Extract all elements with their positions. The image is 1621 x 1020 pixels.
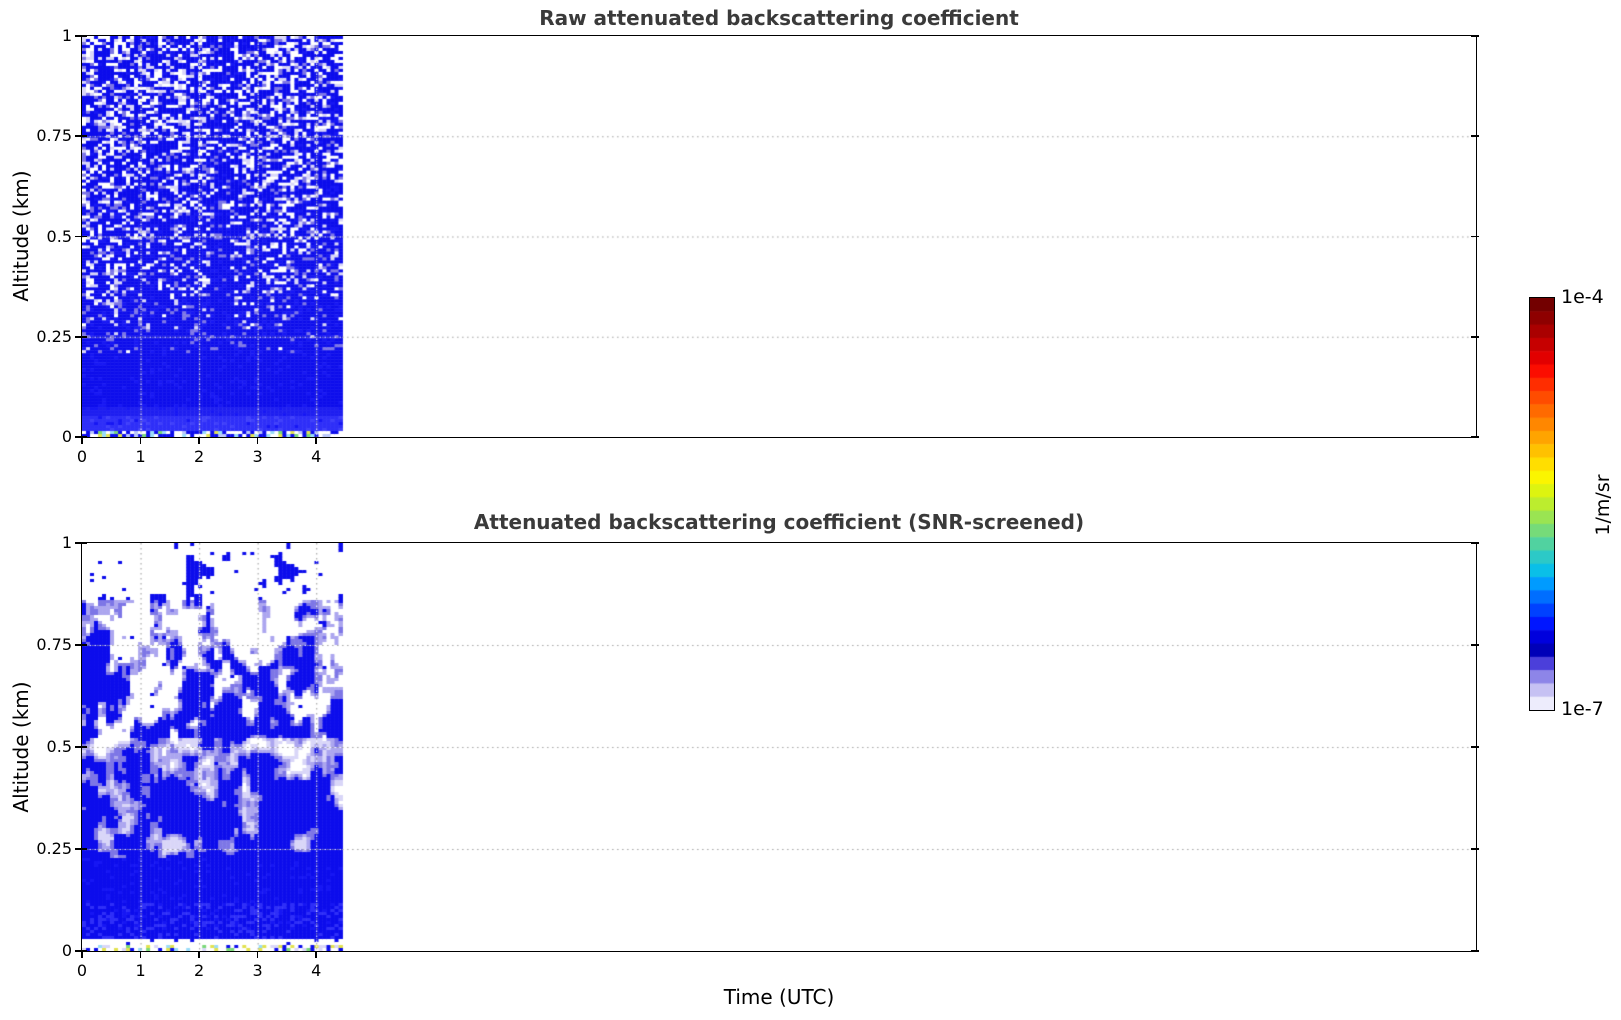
y-tick [75, 135, 87, 138]
colorbar-unit-label: 1/m/sr [1592, 474, 1614, 536]
x-tick [315, 951, 318, 958]
x-tick-label: 4 [311, 447, 322, 466]
colorbar [1529, 297, 1555, 711]
y-tick [75, 436, 87, 438]
panel1-heatmap [82, 36, 1476, 437]
y-tick-right [1471, 335, 1479, 338]
y-tick [75, 335, 87, 338]
y-tick-label: 0.5 [46, 226, 72, 246]
x-tick [139, 437, 142, 444]
colorbar-max-label: 1e-4 [1561, 286, 1604, 308]
y-tick-right [1471, 950, 1479, 952]
y-tick-right [1471, 235, 1479, 238]
y-tick [75, 746, 87, 748]
x-tick-label: 3 [252, 961, 263, 980]
x-axis-label: Time (UTC) [723, 985, 835, 1009]
x-tick [81, 437, 83, 444]
y-tick-right [1471, 746, 1479, 748]
x-tick [139, 951, 142, 958]
y-tick-right [1471, 436, 1479, 438]
panel1-title: Raw attenuated backscattering coefficien… [539, 6, 1019, 30]
y-tick [75, 644, 87, 646]
x-tick-label: 1 [135, 447, 146, 466]
y-tick [75, 848, 87, 850]
y-tick-label: 0 [61, 427, 72, 446]
y-tick-right [1471, 35, 1479, 37]
y-tick-right [1471, 135, 1479, 138]
y-tick-label: 0.75 [36, 126, 72, 146]
panel2-ylabel: Altitude (km) [9, 681, 33, 813]
panel2-title: Attenuated backscattering coefficient (S… [473, 510, 1085, 534]
x-tick [315, 437, 318, 444]
y-tick-label: 0.75 [36, 635, 72, 654]
y-tick-right [1471, 542, 1479, 544]
x-tick-label: 2 [194, 447, 205, 466]
x-tick [81, 951, 83, 958]
y-tick-label: 1 [61, 533, 72, 552]
panel1-ylabel: Altitude (km) [9, 170, 33, 302]
x-tick [198, 951, 200, 958]
y-tick-right [1471, 644, 1479, 646]
colorbar-min-label: 1e-7 [1561, 698, 1604, 720]
y-tick-right [1471, 848, 1479, 850]
y-tick [75, 35, 87, 37]
y-tick [75, 235, 87, 238]
x-tick-label: 3 [252, 447, 263, 466]
x-tick [198, 437, 200, 444]
y-tick-label: 0.5 [46, 737, 72, 756]
x-tick [256, 951, 259, 958]
y-tick-label: 1 [61, 26, 72, 45]
y-tick-label: 0 [61, 941, 72, 960]
x-tick-label: 0 [76, 961, 88, 980]
y-tick-label: 0.25 [36, 326, 72, 346]
y-tick-label: 0.25 [36, 839, 72, 858]
y-tick [75, 542, 87, 544]
x-tick-label: 2 [194, 961, 205, 980]
x-tick-label: 1 [135, 961, 146, 980]
panel2-frame [81, 542, 1477, 952]
x-tick [256, 437, 259, 444]
panel2-heatmap [82, 543, 1476, 951]
y-tick [75, 950, 87, 952]
x-tick-label: 4 [311, 961, 322, 980]
x-tick-label: 0 [76, 447, 88, 466]
panel1-frame [81, 35, 1477, 438]
